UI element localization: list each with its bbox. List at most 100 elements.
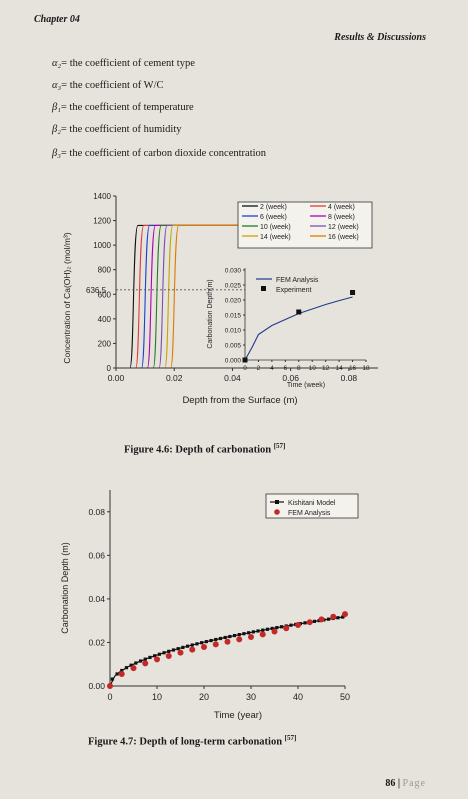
kishitani-model-marker [232, 633, 237, 638]
kishitani-model-marker [171, 648, 176, 652]
y-tick-label: 200 [98, 339, 112, 348]
kishitani-model-marker [204, 640, 208, 644]
inset-legend-label: FEM Analysis [276, 277, 319, 284]
kishitani-model-marker [341, 615, 345, 619]
kishitani-model-marker [336, 616, 340, 620]
legend-label: Kishitani Model [288, 500, 336, 507]
fem-analysis-marker [259, 631, 266, 638]
inset-legend-swatch [261, 286, 266, 291]
kishitani-model-marker [228, 634, 232, 639]
x-tick-label: 40 [293, 692, 303, 702]
y-tick-label: 800 [98, 266, 112, 275]
fem-analysis-marker [201, 644, 207, 651]
section-header: Results & Discussions [334, 32, 426, 43]
figure-4-7-chart: 0.08 0.06 0.04 0.02 0.00 0 10 20 30 40 50 Carbona… [60, 490, 359, 721]
legend-label: 14 (week) [260, 234, 291, 241]
kishitani-model-marker [157, 652, 161, 656]
kishitani-model-marker [162, 651, 166, 655]
kishitani-model-marker [289, 623, 293, 627]
legend-swatch [274, 509, 280, 515]
chapter-header: Chapter 04 [34, 14, 80, 25]
experiment-marker [296, 309, 302, 315]
inset-x-axis-label: Time (week) [287, 382, 325, 389]
inset-x-tick-label: 16 [349, 365, 357, 372]
fem-analysis-marker [118, 671, 125, 678]
y-tick-label: 1000 [93, 241, 111, 250]
inset-x-tick-label: 0 [243, 365, 247, 372]
figure-4-6-caption: Figure 4.6: Depth of carbonation [57] [124, 442, 286, 456]
kishitani-model-marker [214, 637, 218, 642]
concentration-curve [116, 224, 372, 369]
main-legend [237, 201, 373, 249]
inset-x-tick-label: 4 [270, 365, 274, 372]
inset-y-tick-label: 0.015 [225, 313, 242, 320]
kishitani-model-marker [129, 663, 133, 667]
kishitani-model-marker [200, 641, 204, 645]
definition-line: α₃= the coefficient of W/C [52, 80, 164, 91]
kishitani-model-line [109, 616, 346, 687]
kishitani-model-marker [167, 649, 171, 653]
kishitani-model-marker [148, 655, 152, 660]
y-tick-label: 1400 [93, 192, 111, 201]
kishitani-model-marker [138, 659, 143, 663]
fem-analysis-marker [212, 641, 219, 648]
kishitani-model-marker [275, 626, 279, 630]
kishitani-model-marker [153, 654, 157, 658]
definition-line: β₁= the coefficient of temperature [52, 102, 194, 113]
inset-y-axis-label: Carbonation Depth(m) [207, 279, 214, 348]
legend-label: 2 (week) [260, 204, 287, 211]
y-tick-label: 0.00 [88, 681, 105, 691]
kishitani-model-marker [242, 632, 246, 636]
x-tick-label: 0 [107, 692, 112, 702]
legend-label: 12 (week) [328, 224, 359, 231]
kishitani-model-marker [185, 644, 190, 648]
legend-label: 4 (week) [328, 204, 355, 211]
page-number: 86 | Page [385, 778, 426, 789]
fem-analysis-marker [165, 652, 172, 659]
concentration-curve [116, 224, 372, 369]
kishitani-model-marker [251, 630, 255, 634]
y-tick-label: 0 [107, 364, 112, 373]
main-x-axis-label: Depth from the Surface (m) [182, 395, 297, 406]
inset-y-tick-label: 0.020 [225, 298, 242, 305]
kishitani-model-marker [256, 629, 260, 633]
kishitani-model-marker [265, 627, 270, 631]
kishitani-model-marker [279, 625, 284, 629]
x-tick-label: 0.06 [282, 373, 299, 383]
experiment-marker [242, 357, 248, 363]
inset-y-tick-label: 0.025 [225, 283, 242, 290]
legend-label: 10 (week) [260, 224, 291, 231]
concentration-curve [116, 224, 372, 369]
inset-x-tick-label: 12 [322, 365, 330, 372]
y-tick-label: 0.08 [88, 507, 105, 517]
inset-x-tick-label: 6 [284, 365, 288, 372]
fem-analysis-marker [295, 622, 301, 629]
fem-analysis-marker [271, 628, 278, 635]
kishitani-model-marker [176, 647, 180, 651]
inset-y-tick-label: 0.010 [225, 328, 242, 335]
legend-label: 8 (week) [328, 214, 355, 221]
kishitani-model-marker [223, 635, 227, 640]
fem-analysis-marker [236, 636, 243, 643]
kishitani-model-marker [303, 621, 307, 625]
fem-analysis-marker [283, 625, 290, 632]
concentration-curve [116, 224, 372, 369]
legend-label: 6 (week) [260, 214, 287, 221]
fem-analysis-marker [107, 683, 113, 689]
kishitani-model-marker [270, 626, 274, 631]
kishitani-model-marker [115, 672, 119, 676]
y-tick-label: 400 [98, 315, 112, 324]
x-tick-label: 20 [199, 692, 209, 702]
fem-analysis-marker [342, 611, 348, 618]
y-axis-label: Carbonation Depth (m) [60, 542, 70, 634]
y-tick-label: 1200 [93, 217, 111, 226]
definition-line: β₂= the coefficient of humidity [52, 124, 182, 135]
kishitani-model-marker [181, 645, 185, 650]
kishitani-model-marker [124, 666, 129, 670]
y-tick-label: 600 [98, 290, 112, 299]
main-y-axis-label: Concentration of Ca(OH)₂ (mol/m³) [62, 232, 72, 363]
legend-label: FEM Analysis [288, 510, 331, 517]
y-tick-label: 0.04 [88, 594, 105, 604]
legend-label: 16 (week) [328, 234, 359, 241]
